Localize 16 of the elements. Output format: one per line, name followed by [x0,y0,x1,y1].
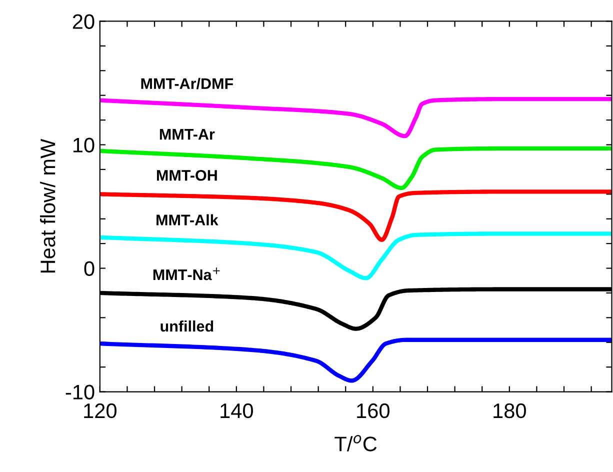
x-tick-label: 180 [494,403,526,418]
series-label: MMT-Alk [156,214,218,226]
series-label: MMT-Ar/DMF [141,78,234,90]
series-label: unfilled [160,320,214,332]
series-label: MMT-Ar [160,129,215,140]
y-tick-label: 0 [84,261,94,276]
y-tick-label: 20 [72,14,94,29]
x-tick-label: 160 [357,403,390,418]
x-tick-label: 140 [220,403,253,418]
series-label: MMT-OH [156,170,217,181]
x-tick-label: 120 [84,403,116,418]
x-axis-title: T/$^{o}$C [334,435,377,452]
y-axis-title: Heat flow/ mW [40,138,56,273]
y-tick-label: 10 [73,138,94,152]
y-tick-label: -10 [66,384,94,400]
series-label: MMT-Na$^{+}$ [153,267,220,280]
